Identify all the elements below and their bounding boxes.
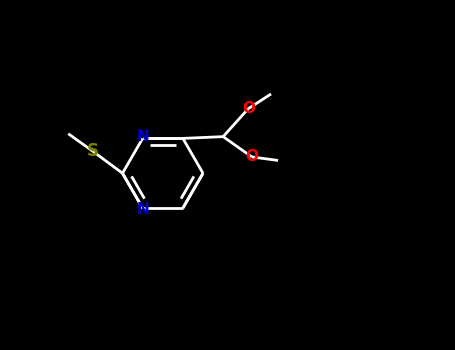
Text: N: N bbox=[136, 202, 149, 217]
Text: O: O bbox=[245, 149, 258, 164]
Text: N: N bbox=[136, 130, 149, 145]
Text: S: S bbox=[87, 142, 99, 160]
Text: O: O bbox=[242, 101, 255, 116]
